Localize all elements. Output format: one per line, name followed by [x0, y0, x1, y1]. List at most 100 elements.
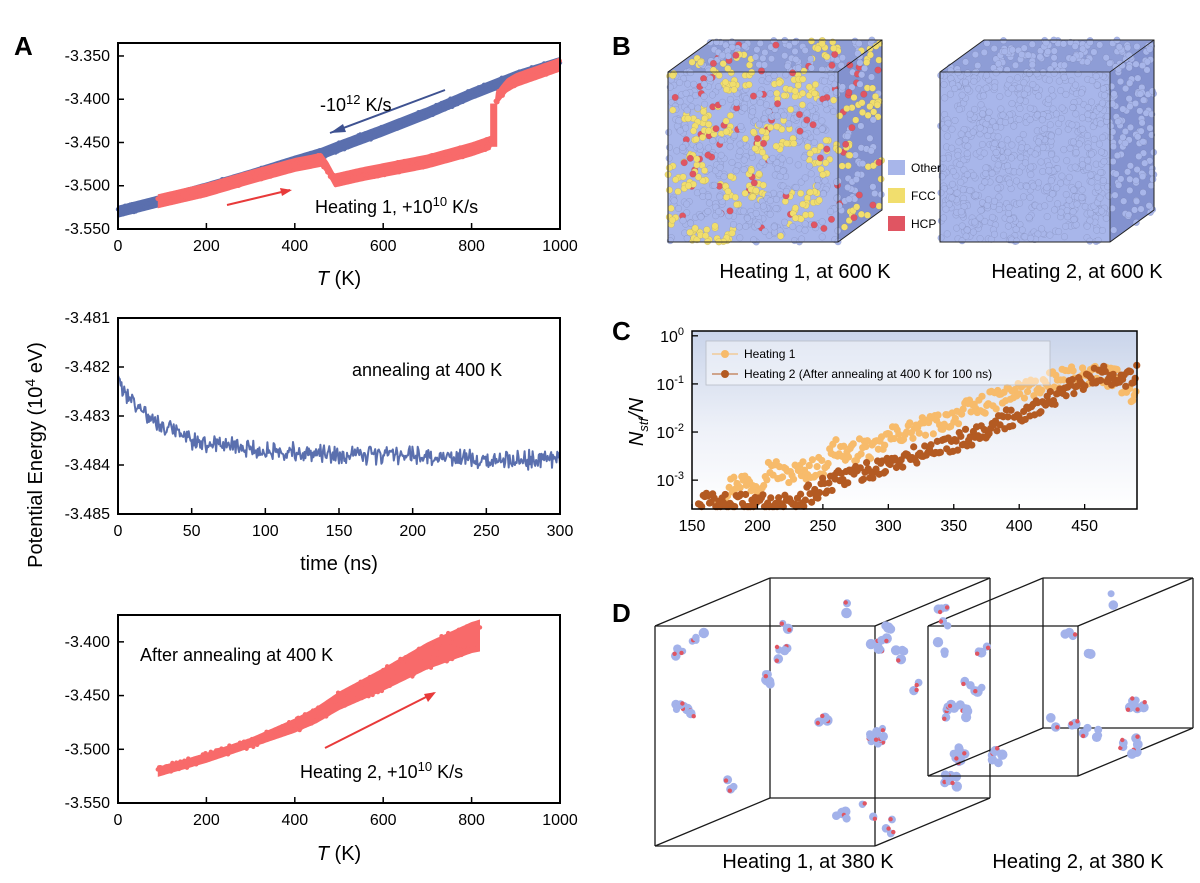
a3-heating-point: [241, 739, 247, 744]
a3-heating-point: [411, 672, 416, 677]
a3-heating-point: [274, 733, 280, 738]
b2-atom: [1069, 55, 1077, 63]
b1-atom: [741, 42, 749, 50]
b2-atom: [974, 62, 982, 70]
b1-atom: [815, 196, 823, 204]
b1-atom: [719, 60, 727, 68]
d2-edge: [927, 727, 1044, 777]
b2-atom: [1031, 150, 1039, 158]
b1-atom: [871, 189, 879, 197]
b1-atom: [873, 101, 881, 109]
a1-cooling-point: [476, 85, 481, 90]
d2-hcp-atom: [1080, 733, 1086, 739]
b1-atom: [801, 46, 809, 54]
c-heating-2-point: [825, 479, 833, 487]
c-heating-1-point: [909, 434, 917, 442]
b1-atom: [700, 92, 708, 100]
b1-atom: [726, 143, 734, 151]
b1-atom: [768, 55, 776, 63]
a1-heat-rest: K/s: [447, 197, 478, 217]
b2-atom: [1126, 162, 1134, 170]
b2-atom: [949, 180, 957, 188]
c-heating-2-point: [1062, 392, 1070, 400]
chart-a3: 0 200 400 600 800 1000 -3.550 -3.500 -3.450 -3.40…: [65, 614, 578, 865]
a3-heating-point: [248, 741, 253, 746]
b2-atom: [982, 170, 990, 178]
a3-heating-point: [431, 640, 436, 645]
b2-atom: [1065, 196, 1073, 204]
b1-atom: [773, 158, 781, 166]
b1-atom: [812, 80, 820, 88]
b2-atom: [1073, 200, 1081, 208]
c-ytick-sup: -3: [674, 470, 684, 482]
b2-atom: [1114, 118, 1122, 126]
b1-atom: [670, 197, 678, 205]
b1-atom: [772, 41, 780, 49]
c-heating-1-point: [881, 441, 889, 449]
b1-atom: [814, 45, 822, 53]
b1-atom: [665, 186, 673, 194]
a3-heating-point: [473, 636, 479, 641]
b1-atom: [869, 116, 877, 124]
b1-atom: [782, 71, 790, 79]
b1-atom: [740, 166, 748, 174]
b2-atom: [994, 184, 1002, 192]
a3-heating-point: [278, 732, 284, 737]
b1-atom: [830, 44, 838, 52]
b2-atom: [937, 234, 945, 242]
b1-atom: [877, 175, 885, 183]
b1-atom: [704, 144, 712, 152]
a1-cooling-point: [343, 139, 349, 145]
b2-atom: [1008, 100, 1016, 108]
b1-atom: [750, 179, 758, 187]
b2-atom: [1013, 237, 1021, 245]
a3-ytick-label: -3.550: [65, 795, 110, 812]
b1-atom: [866, 51, 874, 59]
b2-atom: [1088, 178, 1096, 186]
a1-cooling-point: [458, 93, 464, 98]
b1-atom: [808, 37, 816, 45]
b1-atom: [711, 222, 719, 230]
d1-other-atom: [698, 627, 709, 639]
b2-atom: [1018, 144, 1026, 152]
a3-heating-point: [477, 625, 483, 630]
c-heating-1-point: [981, 409, 989, 417]
b1-atom: [857, 122, 865, 130]
b2-atom: [1087, 171, 1095, 179]
b2-atom: [1040, 125, 1048, 133]
a3-heating-point: [412, 668, 418, 673]
b1-atom: [767, 123, 775, 131]
b2-atom: [963, 149, 971, 157]
b1-atom: [694, 104, 702, 112]
b1-atom: [700, 80, 708, 88]
b1-atom: [772, 142, 780, 150]
shared-y-label: Potential Energy (104 eV): [22, 342, 47, 568]
b1-outline: [667, 39, 883, 243]
b1-atom: [730, 220, 738, 228]
b1-atom: [874, 113, 882, 121]
d1-other-atom: [842, 814, 851, 823]
c-heating-1-point: [1069, 367, 1077, 375]
c-heating-1-point: [1023, 387, 1032, 396]
b2-atom: [1047, 132, 1055, 140]
d1-hcp-atom: [937, 609, 943, 615]
b1-atom: [832, 88, 840, 96]
ylabel-sup: 4: [22, 379, 38, 387]
b2-atom: [1136, 90, 1144, 98]
b2-atom: [1057, 208, 1065, 216]
defect-cube-heating-1-380k: [654, 577, 991, 847]
b1-atom: [856, 80, 864, 88]
b1-atom: [791, 38, 799, 46]
b2-atom: [980, 48, 988, 56]
a3-heating-point: [403, 654, 408, 660]
b2-atom: [1141, 159, 1149, 167]
b1-atom: [717, 136, 725, 144]
b2-atom: [1090, 48, 1098, 56]
a3-heating-point: [395, 674, 400, 679]
b1-atom: [823, 53, 831, 61]
b2-atom: [954, 69, 962, 77]
b1-atom: [685, 182, 693, 190]
d1-hcp-atom: [779, 621, 784, 626]
d1-other-atom: [692, 633, 700, 642]
b2-atom: [1109, 157, 1117, 165]
